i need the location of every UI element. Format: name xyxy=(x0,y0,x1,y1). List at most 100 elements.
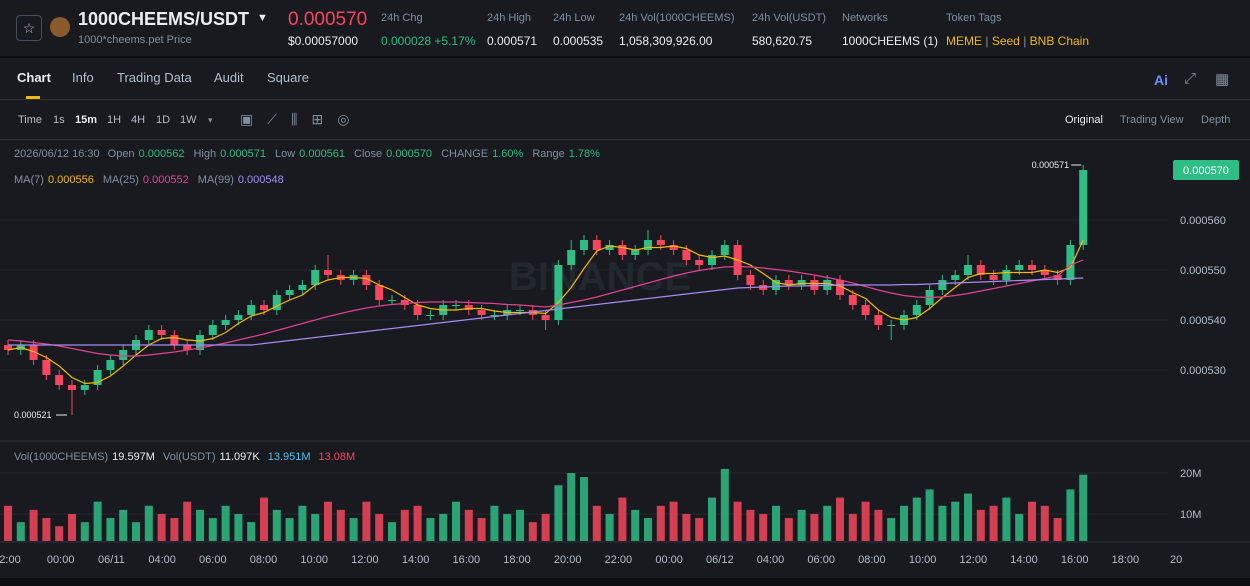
volume-bar xyxy=(784,518,793,541)
volume-bar xyxy=(42,518,51,541)
candle-body xyxy=(55,375,64,385)
ma-line xyxy=(7,259,1084,357)
x-tick-label: 08:00 xyxy=(858,554,886,566)
legend-value: 0.000556 xyxy=(47,174,94,186)
x-tick-label: 06/11 xyxy=(98,554,125,566)
volume-bar xyxy=(336,509,345,541)
y-tick-label: 10M xyxy=(1180,509,1201,521)
volume-bar xyxy=(759,513,768,541)
volume-bar xyxy=(16,522,25,541)
tag[interactable]: MEME xyxy=(946,34,982,48)
low-marker-label: 0.000521 xyxy=(14,410,52,420)
candle-body xyxy=(708,255,716,265)
view-option[interactable]: Trading View xyxy=(1120,114,1184,126)
interval-dropdown[interactable]: ▾ xyxy=(208,115,213,125)
candle-body xyxy=(644,240,652,250)
last-price-label: 0.000570 xyxy=(1183,165,1229,177)
tab[interactable]: Chart xyxy=(17,70,51,85)
tab[interactable]: Square xyxy=(267,70,309,85)
legend-value: 0.000548 xyxy=(237,174,284,186)
candle-body xyxy=(29,345,38,360)
candle-body xyxy=(196,335,204,350)
stat-label: 24h Low xyxy=(553,12,595,24)
expand-icon[interactable]: ⤢ xyxy=(1184,70,1197,87)
volume-bar xyxy=(580,477,588,541)
volume-bar xyxy=(567,472,576,541)
candle-body xyxy=(208,325,217,335)
interval: Time xyxy=(18,114,43,126)
interval[interactable]: 15m xyxy=(75,114,98,126)
volume-bar xyxy=(1079,474,1088,541)
symbol[interactable]: 1000CHEEMS/USDT xyxy=(78,9,250,29)
volume-bar xyxy=(631,509,640,541)
candle-body xyxy=(605,245,614,250)
symbol-dropdown[interactable]: ▼ xyxy=(257,12,268,24)
candle-body xyxy=(784,280,793,285)
legend-label: High xyxy=(193,148,217,160)
candle-body xyxy=(938,280,947,290)
interval[interactable]: 4H xyxy=(131,114,146,126)
stat-label: Token Tags xyxy=(946,12,1002,24)
divider xyxy=(0,99,1250,100)
tab[interactable]: Audit xyxy=(214,70,244,85)
x-tick-label: 06/12 xyxy=(706,554,734,566)
interval[interactable]: 1W xyxy=(180,114,197,126)
legend-label: MA(99) xyxy=(197,174,234,186)
favorite-button[interactable]: ☆ xyxy=(16,15,42,41)
last-price: 0.000570 xyxy=(288,9,368,30)
subtitle[interactable]: 1000*cheems.pet Price xyxy=(78,34,192,46)
x-tick-label: 16:00 xyxy=(453,554,481,566)
volume-bar xyxy=(797,509,806,541)
legend-label: Vol(1000CHEEMS) xyxy=(14,451,109,463)
candle-body xyxy=(1040,270,1049,275)
volume-bar xyxy=(183,501,192,541)
x-tick-label: 22:00 xyxy=(605,554,633,566)
volume-bar xyxy=(1015,513,1024,541)
tool-icons[interactable]: ▣⟋⫼⊞◎ xyxy=(240,111,364,127)
volume-bar xyxy=(733,501,742,541)
tab[interactable]: Trading Data xyxy=(117,70,192,85)
stat-label: 24h High xyxy=(487,12,532,24)
ai-button[interactable]: Ai xyxy=(1154,72,1168,88)
interval[interactable]: 1D xyxy=(156,114,171,126)
volume-bar xyxy=(413,505,422,541)
x-tick-label: 12:00 xyxy=(960,554,988,566)
tab[interactable]: Info xyxy=(72,70,94,85)
volume-bar xyxy=(746,509,755,541)
x-tick-label: 16:00 xyxy=(1061,554,1089,566)
tag[interactable]: BNB Chain xyxy=(1029,34,1090,48)
volume-bar xyxy=(874,509,883,541)
volume-pane xyxy=(4,468,1088,541)
tag[interactable]: Seed xyxy=(991,34,1020,48)
divider xyxy=(0,139,1250,140)
candle-body xyxy=(1079,170,1088,245)
stat-label: 24h Chg xyxy=(381,12,423,24)
candle-body xyxy=(400,300,409,305)
candle-body xyxy=(42,360,51,375)
interval[interactable]: 1H xyxy=(107,114,122,126)
view-option[interactable]: Depth xyxy=(1201,114,1231,126)
candle-body xyxy=(490,315,499,316)
volume-bar xyxy=(695,518,704,541)
token-logo xyxy=(50,17,70,37)
stat-value: 580,620.75 xyxy=(752,34,813,48)
legend-label: Vol(USDT) xyxy=(162,451,216,463)
y-tick-label: 0.000550 xyxy=(1180,265,1226,277)
volume-bar xyxy=(452,501,460,541)
candle-body xyxy=(413,305,422,315)
x-tick-label: 06:00 xyxy=(807,554,835,566)
x-tick-label: 18:00 xyxy=(503,554,531,566)
interval[interactable]: 1s xyxy=(53,114,65,126)
legend-value: 19.597M xyxy=(112,451,155,463)
volume-bar xyxy=(1066,489,1075,541)
candle-body xyxy=(362,275,371,285)
y-tick-label: 0.000530 xyxy=(1180,365,1226,377)
volume-bar xyxy=(157,513,166,541)
x-tick-label: 14:00 xyxy=(1010,554,1038,566)
legend-value: 0.000562 xyxy=(138,148,185,160)
view-option[interactable]: Original xyxy=(1065,114,1103,126)
chart-panel: Chart Info Trading Data Audit Square Ai ⤢ ▦ … xyxy=(0,58,1250,578)
layout-icon[interactable]: ▦ xyxy=(1215,71,1230,88)
x-tick-label: 18:00 xyxy=(1112,554,1140,566)
